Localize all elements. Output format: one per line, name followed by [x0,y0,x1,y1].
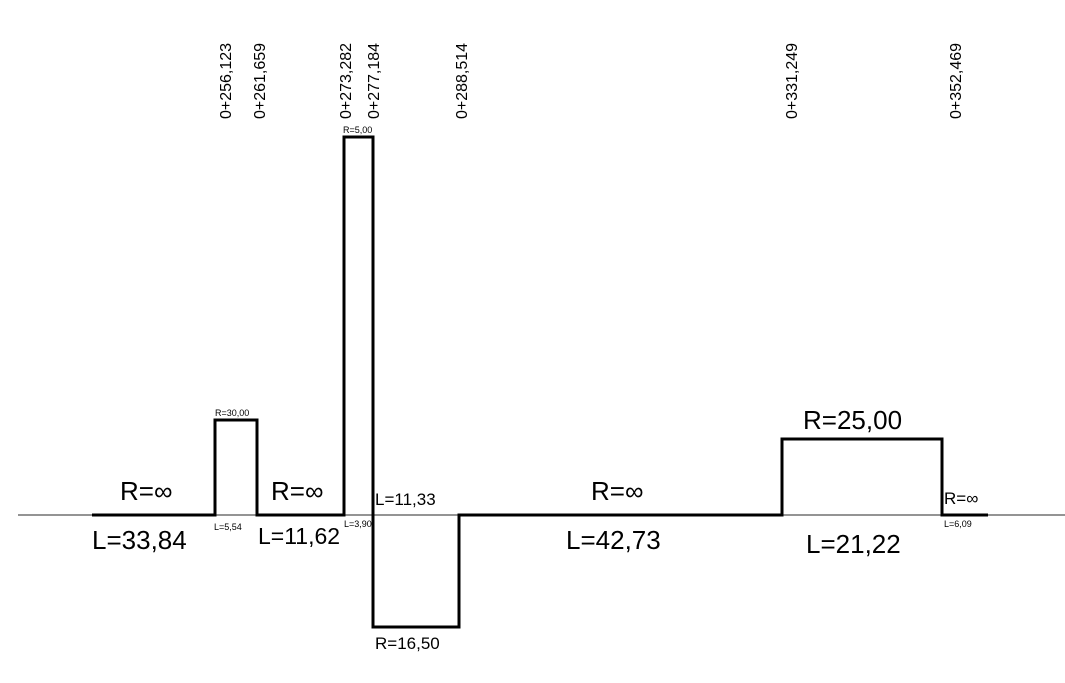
length-label: L=3,90 [344,519,372,529]
radius-label: R=25,00 [803,405,902,435]
radius-label: R=∞ [944,489,978,508]
length-label: L=11,62 [258,523,340,549]
radius-label: R=30,00 [215,408,249,418]
station-label: 0+288,514 [454,43,471,119]
length-label: L=11,33 [375,490,436,509]
station-label: 0+256,123 [218,43,235,119]
station-label: 0+352,469 [948,43,965,119]
radius-label: R=∞ [271,476,324,506]
length-label: L=5,54 [214,522,242,532]
radius-label: R=16,50 [375,634,440,653]
station-label: 0+261,659 [252,43,269,119]
length-label: L=21,22 [806,529,901,559]
length-label: L=42,73 [566,525,661,555]
length-label: L=33,84 [92,525,187,555]
length-labels: L=33,84 L=5,54 L=11,62 L=3,90 L=11,33 L=… [92,490,972,559]
station-label: 0+273,282 [338,43,355,119]
radius-label: R=∞ [120,476,173,506]
station-label: 0+331,249 [784,43,801,119]
station-labels: 0+256,123 0+261,659 0+273,282 0+277,184 … [218,43,965,119]
curvature-profile-line [92,135,988,629]
length-label: L=6,09 [944,519,972,529]
station-label: 0+277,184 [366,43,383,119]
radius-label: R=5,00 [343,125,372,135]
radius-labels: R=∞ R=30,00 R=∞ R=5,00 R=16,50 R=∞ R=25,… [120,125,978,653]
radius-label: R=∞ [591,476,644,506]
